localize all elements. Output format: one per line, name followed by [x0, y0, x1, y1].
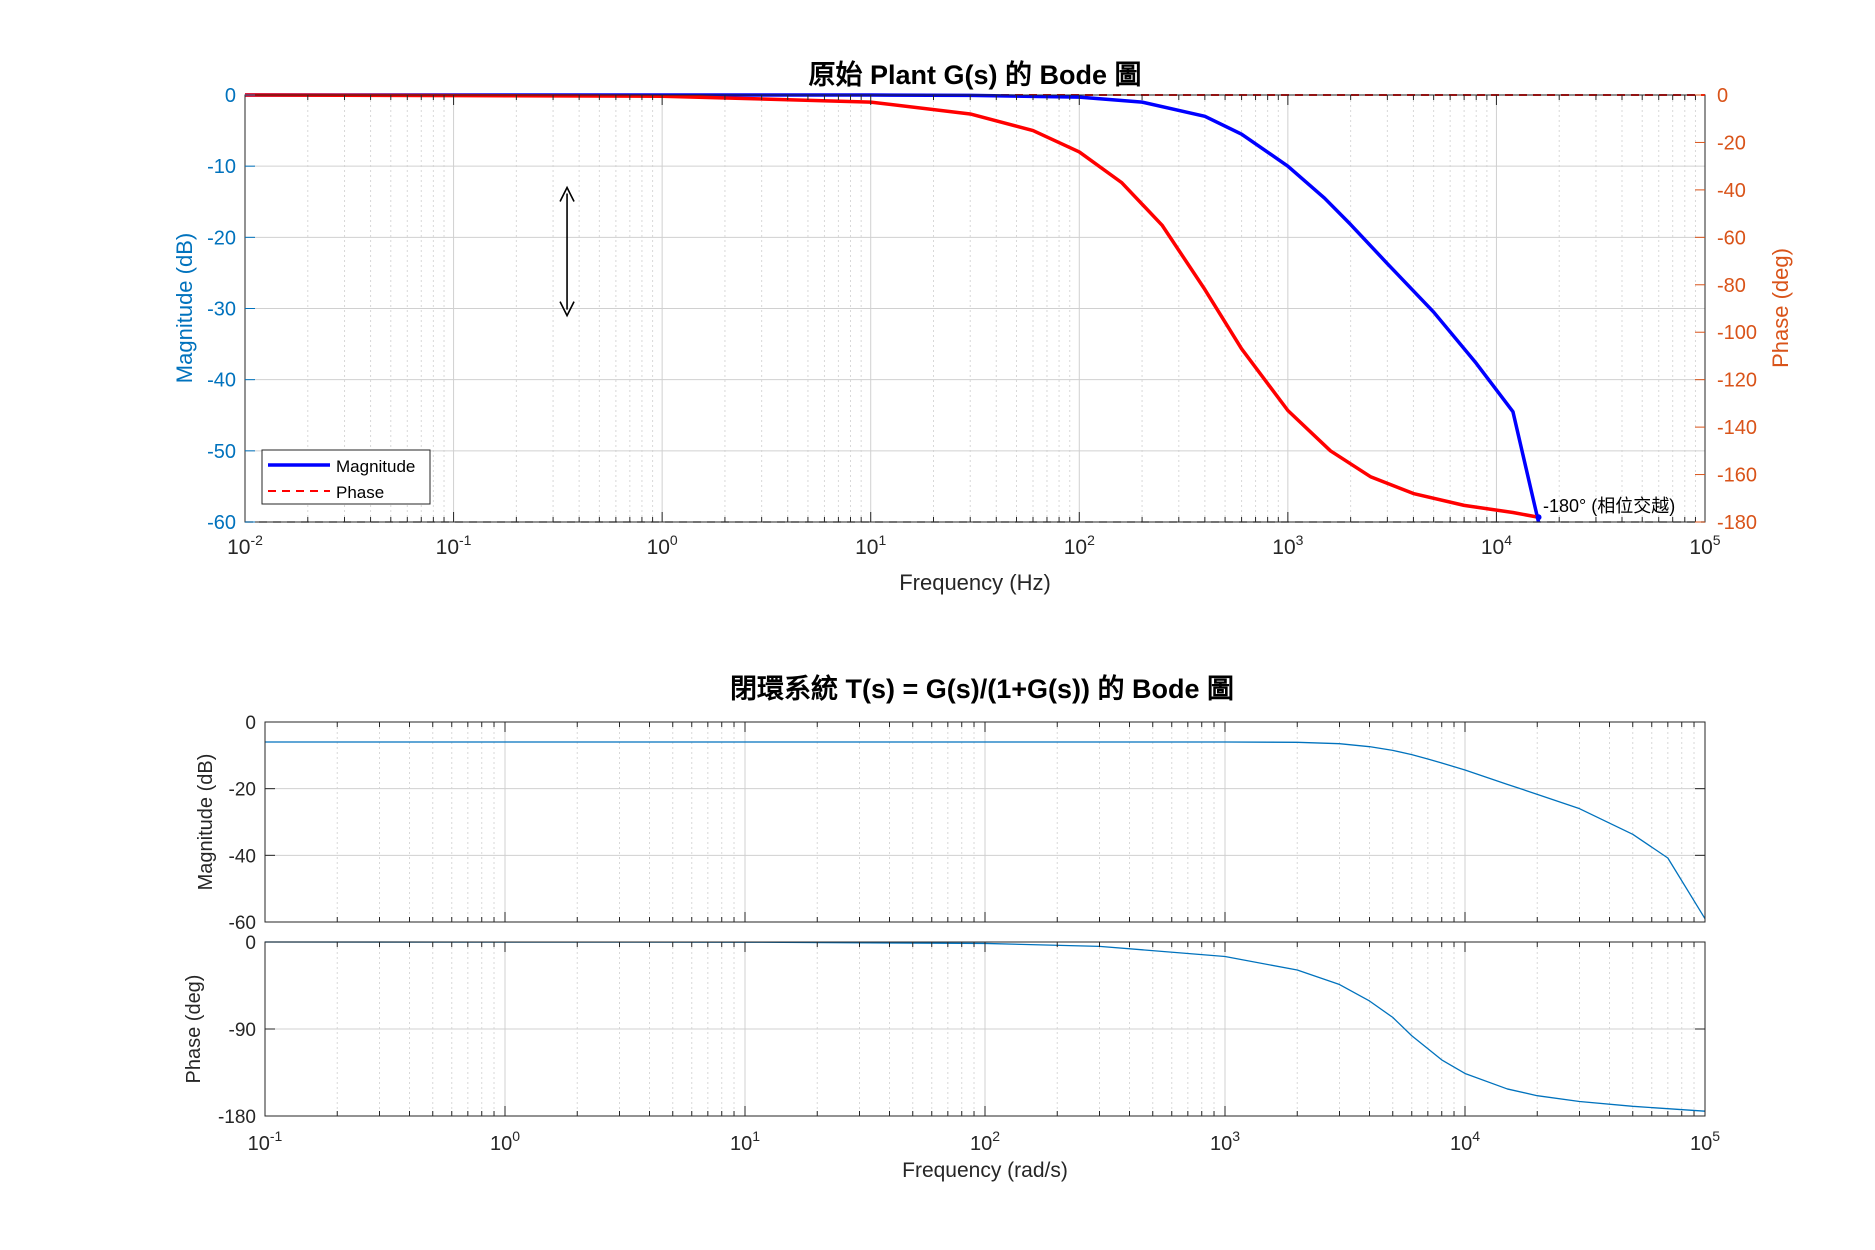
plant-x-tick-label: 104	[1481, 532, 1512, 559]
plant-left-y-tick-label: -40	[207, 370, 236, 392]
plant-x-tick-label: 102	[1064, 532, 1095, 559]
plant-right-y-tick-label: -20	[1717, 132, 1746, 154]
plant-right-y-tick-label: -160	[1717, 465, 1757, 487]
plant-left-y-tick-label: 0	[225, 85, 236, 107]
closed-loop-x-tick-label: 105	[1690, 1128, 1720, 1155]
phase-crossover-label: -180° (相位交越)	[1543, 496, 1675, 516]
closed-loop-magnitude-y-tick-label: -20	[229, 780, 256, 801]
plant-right-y-tick-label: -40	[1717, 180, 1746, 202]
closed-loop-x-tick-label: 103	[1210, 1128, 1240, 1155]
legend-box	[261, 449, 431, 505]
closed-loop-x-tick-label: 102	[970, 1128, 1000, 1155]
closed-loop-x-tick-label: 10-1	[248, 1128, 283, 1155]
plant-ticks: 10-2 10-1 100 101 102 103 104 105 0 -10 -20 -30 -40 -…	[207, 85, 1757, 559]
closed-loop-magnitude-y-tick-label: -60	[229, 913, 256, 934]
closed-loop-series	[264, 741, 1706, 1112]
closed-loop-x-tick-label: 100	[490, 1128, 520, 1155]
plant-left-y-tick-label: -10	[207, 156, 236, 178]
plant-x-axis-label: Frequency (Hz)	[899, 570, 1051, 595]
closed-loop-x-tick-label: 101	[730, 1128, 760, 1155]
plant-left-y-tick-label: -60	[207, 512, 236, 534]
plant-right-y-tick-label: -80	[1717, 275, 1746, 297]
plant-x-tick-label: 101	[855, 532, 886, 559]
plant-right-y-tick-label: -100	[1717, 322, 1757, 344]
closed-loop-phase-y-tick-label: -90	[229, 1020, 256, 1041]
plant-bode-chart: 10-2 10-1 100 101 102 103 104 105 0 -10 -20 -30 -40 -…	[172, 59, 1793, 595]
closed-loop-magnitude-y-tick-label: -40	[229, 846, 256, 867]
plant-right-y-tick-label: -180	[1717, 512, 1757, 534]
closed-loop-chart-title: 閉環系統 T(s) = G(s)/(1+G(s)) 的 Bode 圖	[730, 673, 1234, 704]
closed-loop-phase-y-tick-label: -180	[218, 1107, 256, 1128]
plant-legend: Magnitude Phase	[261, 449, 431, 505]
legend-magnitude-label: Magnitude	[336, 457, 415, 476]
closed-loop-magnitude-y-label: Magnitude (dB)	[195, 754, 217, 891]
closed-loop-x-axis-label: Frequency (rad/s)	[902, 1159, 1068, 1182]
plant-right-y-tick-label: 0	[1717, 85, 1728, 107]
closed-loop-phase-y-tick-label: 0	[245, 933, 256, 954]
plant-left-y-tick-label: -50	[207, 441, 236, 463]
double-arrow-head-down	[559, 301, 575, 318]
phase-crossover-marker	[1535, 514, 1542, 521]
plant-right-y-tick-label: -60	[1717, 227, 1746, 249]
closed-loop-bode-chart: 閉環系統 T(s) = G(s)/(1+G(s)) 的 Bode 圖 0 -20 -…	[183, 673, 1720, 1182]
plant-x-tick-label: 103	[1272, 532, 1303, 559]
phase-series-line	[244, 93, 1539, 519]
plant-x-tick-label: 10-1	[436, 532, 472, 559]
plant-grid	[244, 94, 1706, 523]
plant-left-y-axis-label: Magnitude (dB)	[172, 233, 197, 383]
plant-left-y-tick-label: -20	[207, 227, 236, 249]
plant-x-tick-label: 10-2	[227, 532, 263, 559]
plant-right-y-axis-label: Phase (deg)	[1768, 248, 1793, 368]
closed-loop-phase-series-line	[264, 941, 1706, 1112]
closed-loop-magnitude-series-line	[265, 741, 1706, 920]
double-arrow-head-up	[559, 185, 575, 202]
plant-right-y-tick-label: -140	[1717, 417, 1757, 439]
plant-x-tick-label: 105	[1689, 532, 1720, 559]
closed-loop-magnitude-y-tick-label: 0	[245, 713, 256, 734]
plant-chart-title: 原始 Plant G(s) 的 Bode 圖	[808, 59, 1141, 90]
plant-right-y-tick-label: -120	[1717, 370, 1757, 392]
legend-phase-label: Phase	[336, 483, 384, 502]
closed-loop-x-tick-label: 104	[1450, 1128, 1480, 1155]
plant-annotations: -180° (相位交越)	[559, 185, 1675, 521]
plant-left-y-tick-label: -30	[207, 299, 236, 321]
closed-loop-phase-y-label: Phase (deg)	[183, 975, 205, 1084]
plant-x-tick-label: 100	[647, 532, 678, 559]
